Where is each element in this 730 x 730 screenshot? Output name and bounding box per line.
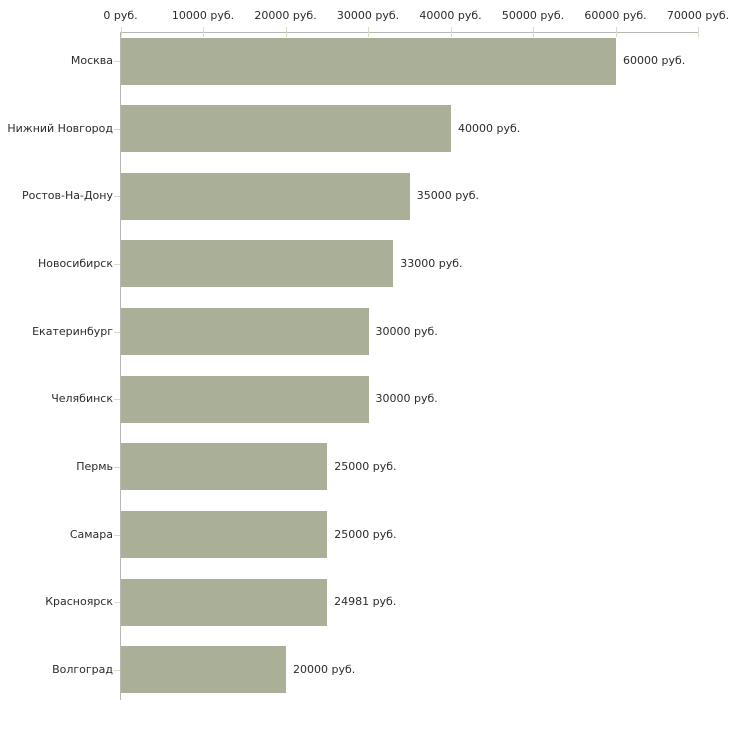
value-label: 25000 руб. <box>334 527 397 541</box>
value-label: 30000 руб. <box>375 392 438 406</box>
bar <box>121 240 394 288</box>
bar <box>121 578 328 626</box>
x-axis-tick <box>368 27 369 37</box>
category-tick <box>114 196 120 198</box>
x-axis-tick <box>615 27 617 37</box>
x-axis-tick <box>450 27 452 37</box>
bar <box>121 375 369 423</box>
bar <box>121 172 410 220</box>
category-label: Волгоград <box>52 662 113 676</box>
category-label: Пермь <box>76 459 113 473</box>
x-axis-tick-label: 50000 руб. <box>501 9 565 22</box>
x-axis-tick-label: 40000 руб. <box>419 9 482 22</box>
category-label: Самара <box>69 527 113 541</box>
value-label: 20000 руб. <box>293 662 356 676</box>
value-label: 24981 руб. <box>334 595 397 609</box>
x-axis-tick <box>533 27 534 37</box>
y-axis-line <box>120 32 121 700</box>
category-label: Ростов-На-Дону <box>21 189 113 203</box>
bar <box>121 37 616 85</box>
value-label: 33000 руб. <box>400 256 463 270</box>
category-tick <box>114 61 120 62</box>
bar <box>121 646 286 694</box>
x-axis-tick <box>698 27 699 37</box>
x-axis-line <box>120 32 699 33</box>
bar <box>121 308 369 356</box>
bar <box>121 105 451 153</box>
category-tick <box>114 602 120 604</box>
x-axis-tick-label: 30000 руб. <box>336 9 400 22</box>
category-label: Красноярск <box>45 595 113 609</box>
category-label: Екатеринбург <box>32 324 113 338</box>
x-axis-tick <box>285 27 287 37</box>
category-tick <box>114 263 120 265</box>
category-tick <box>114 399 120 401</box>
category-label: Москва <box>70 54 113 67</box>
x-axis-tick-label: 60000 руб. <box>584 9 647 22</box>
category-label: Челябинск <box>51 392 113 406</box>
x-axis-tick <box>120 27 122 37</box>
category-tick <box>114 128 120 130</box>
category-tick <box>114 466 120 468</box>
category-label: Нижний Новгород <box>7 121 113 135</box>
value-label: 25000 руб. <box>334 459 397 473</box>
x-axis-tick-label: 70000 руб. <box>666 9 730 22</box>
x-axis-tick-label: 0 руб. <box>103 9 138 22</box>
value-label: 40000 руб. <box>458 121 521 135</box>
x-axis-tick-label: 20000 руб. <box>254 9 317 22</box>
bar <box>121 443 328 491</box>
category-label: Новосибирск <box>37 256 113 270</box>
value-label: 35000 руб. <box>416 189 480 203</box>
category-tick <box>114 534 120 536</box>
x-axis-tick-label: 10000 руб. <box>171 9 235 22</box>
bar <box>121 511 328 559</box>
category-tick <box>114 331 120 333</box>
value-label: 30000 руб. <box>375 324 438 338</box>
value-label: 60000 руб. <box>623 54 686 67</box>
x-axis-tick <box>203 27 204 37</box>
category-tick <box>114 669 120 671</box>
